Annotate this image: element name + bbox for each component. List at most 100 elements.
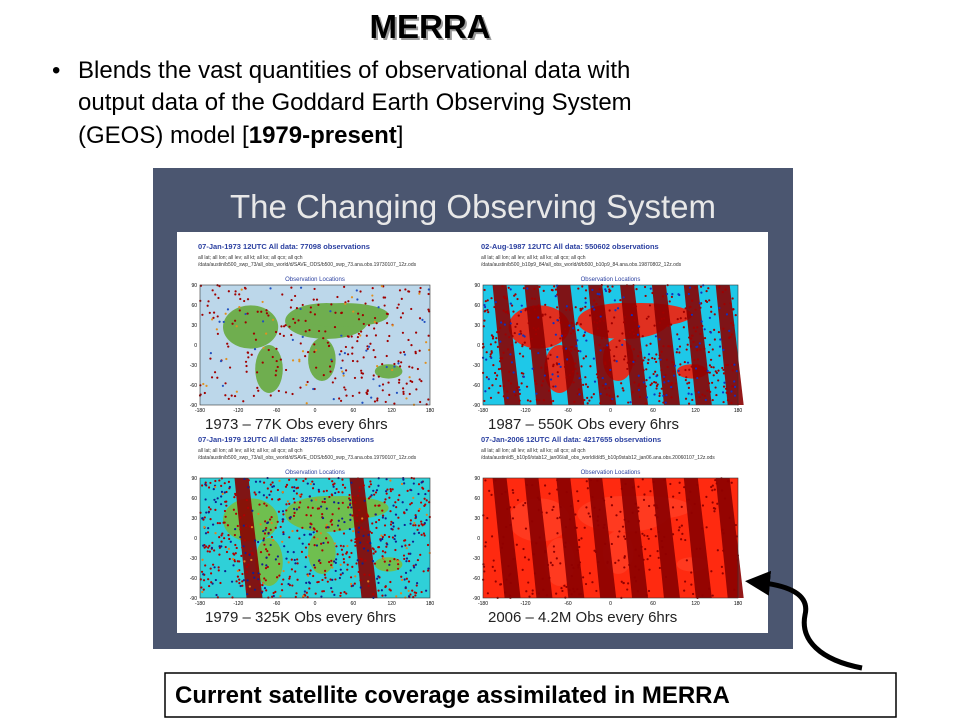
map-dot: [650, 382, 653, 385]
map-dot: [362, 322, 365, 326]
map-dot: [384, 551, 387, 554]
map-dot: [272, 538, 275, 542]
map-dot: [533, 297, 536, 300]
map-dot: [423, 534, 426, 537]
map-dot: [390, 520, 393, 523]
map-dot: [263, 586, 267, 590]
map-dot: [421, 524, 424, 527]
map-dot: [572, 566, 575, 570]
map-dot: [728, 516, 731, 519]
map-dot: [367, 533, 370, 536]
map-dot: [494, 377, 498, 381]
map-dot: [295, 307, 299, 310]
map-dot: [580, 365, 583, 368]
map-dot: [304, 330, 307, 333]
map-dot: [329, 578, 332, 581]
map-dot: [504, 591, 507, 594]
map-dot: [266, 487, 269, 490]
map-dot: [256, 386, 259, 390]
map-dot: [276, 488, 280, 492]
map-dot: [680, 505, 683, 509]
map-dot: [715, 393, 718, 397]
map-dot: [334, 377, 337, 380]
map-dot: [703, 347, 706, 350]
map-dot: [276, 555, 279, 558]
map-dot: [223, 521, 226, 524]
map-dot: [723, 381, 726, 384]
map-dot: [423, 320, 426, 324]
map-dot: [409, 552, 412, 555]
map-dot: [538, 285, 541, 288]
map-dot: [508, 370, 511, 373]
map-dot: [202, 544, 205, 547]
map-dot: [610, 495, 613, 499]
map-dot: [694, 308, 697, 311]
map-dot: [325, 489, 328, 492]
map-dot: [531, 367, 534, 370]
map-dot: [217, 296, 220, 300]
map-dot: [353, 582, 356, 585]
map-dot: [678, 491, 681, 495]
map-dot: [566, 358, 569, 361]
map-dot: [243, 514, 246, 517]
map-dot: [319, 561, 322, 565]
map-dot: [329, 520, 332, 523]
map-dot: [271, 355, 274, 359]
map-dot: [554, 333, 558, 336]
map-dot: [733, 385, 737, 388]
map-x-tick: 0: [314, 601, 317, 607]
map-dot: [553, 285, 556, 288]
map-dot: [315, 530, 319, 533]
map-dot: [569, 332, 573, 335]
map-dot: [580, 537, 583, 540]
map-dot: [692, 340, 695, 344]
map-dot: [513, 506, 516, 509]
map-dot: [697, 391, 700, 394]
map-dot: [653, 393, 656, 396]
map-dot: [266, 565, 269, 569]
map-dot: [573, 400, 576, 403]
map-dot: [591, 305, 594, 308]
map-x-tick: -120: [233, 408, 243, 414]
map-dot: [405, 382, 408, 385]
map-dot: [356, 340, 359, 343]
map-dot: [353, 376, 357, 380]
map-dot: [565, 308, 568, 311]
map-dot: [288, 575, 291, 578]
map-dot: [509, 506, 512, 509]
map-dot: [256, 540, 260, 544]
map-dot: [703, 328, 706, 331]
map-dot: [500, 492, 504, 496]
map-dot: [538, 399, 541, 402]
map-dot: [640, 362, 643, 365]
map-dot: [527, 581, 530, 584]
map-dot: [622, 389, 625, 392]
map-dot: [247, 479, 250, 482]
map-dot: [672, 374, 676, 377]
map-dot: [334, 578, 337, 581]
map-dot: [420, 590, 423, 594]
map-dot: [516, 498, 520, 502]
map-dot: [721, 572, 724, 575]
map-dot: [731, 369, 734, 372]
map-dot: [296, 562, 299, 565]
map-dot: [570, 321, 573, 325]
map-dot: [331, 578, 334, 581]
map-dot: [608, 386, 611, 389]
map-dot: [501, 285, 504, 288]
map-dot: [213, 566, 216, 569]
map-swath: [715, 285, 744, 405]
map-dot: [654, 535, 657, 538]
map-dot: [380, 534, 383, 537]
map-dot: [326, 341, 330, 344]
map-dot: [333, 593, 336, 597]
map-dot: [551, 508, 554, 511]
map-dot: [673, 364, 677, 367]
map-dot: [349, 576, 353, 579]
map-x-tick: 60: [650, 601, 656, 607]
map-dot: [589, 479, 592, 482]
map-dot: [425, 518, 428, 522]
map-dot: [599, 349, 602, 352]
map-dot: [378, 384, 381, 387]
map-dot: [328, 344, 331, 347]
